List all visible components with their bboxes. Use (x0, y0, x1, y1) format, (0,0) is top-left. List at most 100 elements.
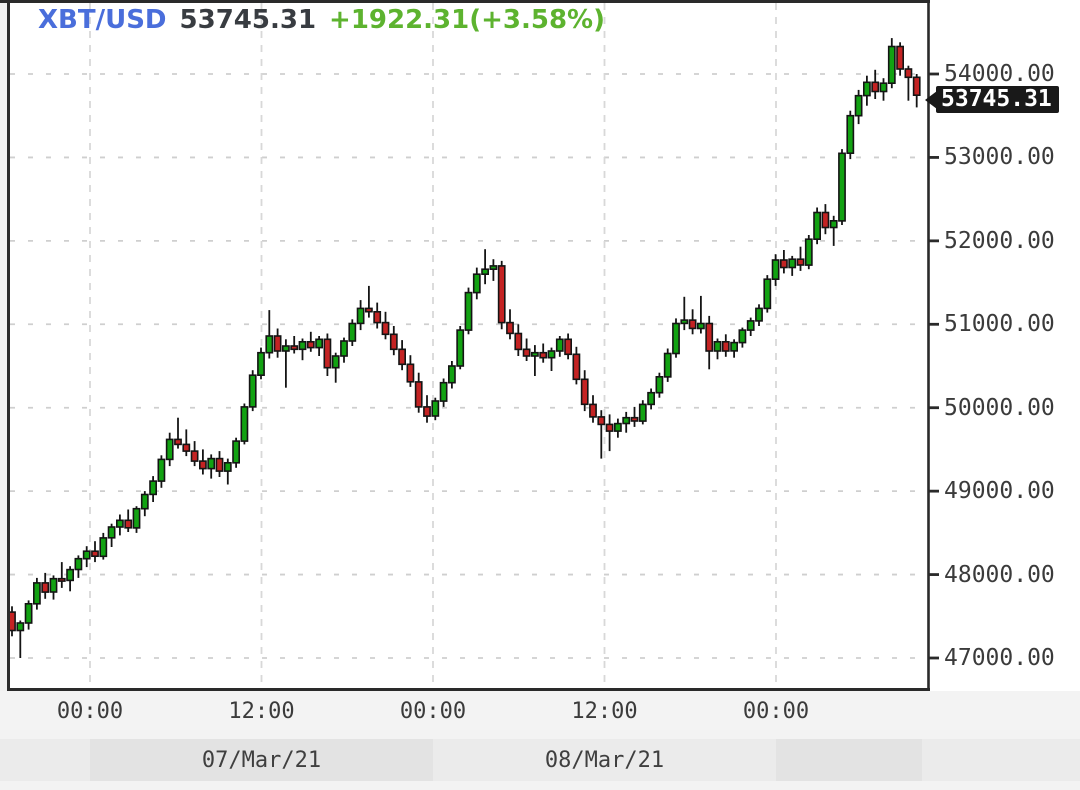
candle-down (506, 321, 514, 335)
date-band-label: 08/Mar/21 (433, 739, 776, 781)
candle-up (680, 319, 689, 325)
candle-down (572, 353, 581, 381)
candle-up (107, 526, 116, 539)
candle-down (589, 403, 597, 418)
candle-down (306, 340, 315, 349)
candle-up (281, 345, 290, 352)
candle-up (530, 351, 539, 357)
candle-up (207, 457, 216, 470)
candle-down (41, 582, 50, 593)
x-axis-label: 00:00 (56, 699, 124, 724)
candle-up (348, 322, 357, 342)
candle-up (464, 291, 473, 331)
candle-down (688, 319, 697, 330)
y-axis-label: 47000.00 (944, 645, 1055, 671)
y-axis-label: 49000.00 (944, 478, 1055, 505)
candle-down (497, 265, 506, 324)
candle-down (182, 443, 191, 452)
candle-up (223, 461, 232, 472)
candle-up (738, 329, 747, 344)
candle-up (232, 440, 240, 464)
date-band-row: 07/Mar/21 08/Mar/21 (0, 739, 1080, 781)
candle-up (730, 341, 738, 352)
candle-up (771, 259, 780, 281)
candle-down (721, 340, 730, 352)
candle-up (82, 550, 91, 560)
candle-up (439, 381, 448, 402)
candle-up (49, 577, 58, 593)
candle-up (356, 307, 365, 325)
left-gutter (0, 0, 7, 691)
candle-down (597, 416, 606, 426)
candle-up (315, 338, 323, 349)
candle-down (522, 348, 531, 357)
candle-up (447, 365, 456, 384)
candle-up (248, 374, 257, 408)
candle-down (796, 258, 805, 266)
candle-down (896, 45, 904, 70)
date-band (776, 739, 922, 781)
candle-up (763, 278, 772, 310)
candle-up (838, 152, 846, 222)
candle-up (24, 602, 33, 624)
candle-up (788, 258, 797, 269)
x-axis-label: 00:00 (399, 699, 467, 724)
candle-up (887, 45, 896, 85)
candle-up (298, 340, 307, 351)
x-axis-label: 12:00 (228, 699, 295, 724)
x-axis-label: 00:00 (742, 699, 810, 724)
candle-up (846, 114, 855, 154)
candle-down (414, 381, 423, 408)
candle-down (174, 438, 182, 446)
candle-down (406, 363, 415, 383)
candle-down (91, 550, 99, 558)
candle-down (398, 348, 406, 366)
candle-up (149, 480, 157, 496)
candle-down (514, 332, 523, 351)
candle-down (215, 457, 224, 472)
candle-down (381, 321, 390, 336)
candle-up (157, 458, 166, 482)
candle-down (564, 338, 572, 356)
chart-legend: XBT/USD 53745.31 +1922.31(+3.58%) (38, 5, 605, 35)
candle-up (879, 82, 888, 93)
candle-down (290, 345, 299, 351)
candle-down (190, 450, 199, 462)
candle-up (696, 322, 705, 330)
candle-up (854, 94, 863, 117)
candle-down (373, 310, 382, 324)
candle-up (456, 329, 465, 367)
candle-down (605, 423, 614, 432)
candle-up (622, 416, 631, 425)
candle-up (829, 220, 838, 229)
candle-up (655, 375, 664, 394)
candle-up (638, 403, 647, 422)
candle-up (746, 320, 755, 331)
candle-up (257, 351, 265, 377)
change-label: +1922.31(+3.58%) (329, 5, 605, 35)
candle-up (74, 557, 83, 571)
candle-down (423, 406, 431, 417)
candle-down (57, 577, 66, 582)
candle-down (539, 351, 548, 359)
y-axis-label: 48000.00 (944, 561, 1055, 588)
candle-up (481, 268, 489, 276)
current-price-tag: 53745.31 (936, 86, 1059, 113)
candle-down (364, 307, 373, 313)
candle-up (613, 422, 622, 432)
candle-up (663, 352, 672, 378)
plot-area[interactable] (0, 0, 1080, 691)
y-axis-label: 53000.00 (944, 144, 1055, 171)
y-axis-label: 54000.00 (944, 61, 1055, 87)
candle-up (862, 81, 871, 97)
candle-up (265, 335, 274, 354)
candle-up (804, 238, 813, 266)
candle-up (116, 519, 124, 528)
candle-down (124, 519, 133, 529)
candle-up (16, 622, 25, 632)
candle-up (132, 507, 141, 529)
candle-up (165, 438, 174, 461)
candle-down (199, 460, 207, 470)
candle-up (240, 406, 249, 442)
